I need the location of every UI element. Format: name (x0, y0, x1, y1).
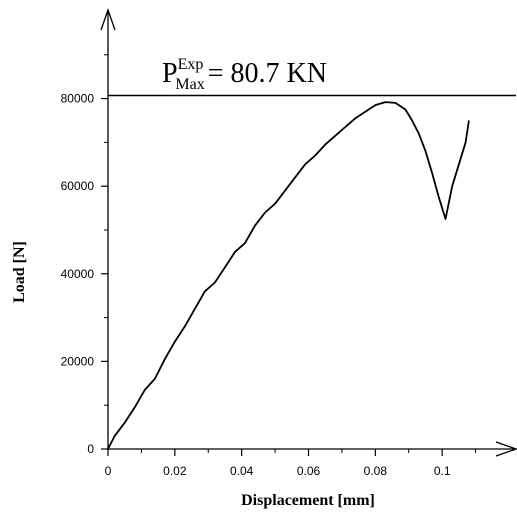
annotation-superscript: Exp (178, 56, 204, 73)
max-load-annotation: PExp Max = 80.7 KN (162, 56, 327, 93)
x-tick-label: 0.1 (434, 464, 451, 478)
tick-labels: 0 20000 40000 60000 80000 0 0.02 0.04 0.06 0.08 0.… (61, 92, 451, 478)
series-layer (107, 101, 470, 450)
x-tick-label: 0.08 (364, 464, 388, 478)
y-tick-label: 80000 (61, 92, 95, 106)
ticks (101, 54, 477, 456)
y-axis-label: Load [N] (11, 241, 28, 303)
x-axis-label: Displacement [mm] (241, 492, 375, 509)
y-tick-label: 0 (87, 442, 94, 456)
annotation-subscript: Max (175, 76, 204, 93)
y-tick-label: 40000 (61, 267, 95, 281)
x-tick-label: 0.04 (230, 464, 254, 478)
y-tick-label: 20000 (61, 354, 95, 368)
y-axis-arrow (100, 8, 116, 31)
annotation-base: P (162, 58, 178, 89)
x-axis-arrow (495, 441, 517, 457)
annotation-value: = 80.7 KN (208, 58, 327, 89)
load-displacement-curve (107, 101, 470, 450)
x-tick-label: 0.02 (163, 464, 187, 478)
y-tick-label: 60000 (61, 179, 95, 193)
x-tick-label: 0.06 (297, 464, 321, 478)
x-tick-label: 0 (105, 464, 112, 478)
